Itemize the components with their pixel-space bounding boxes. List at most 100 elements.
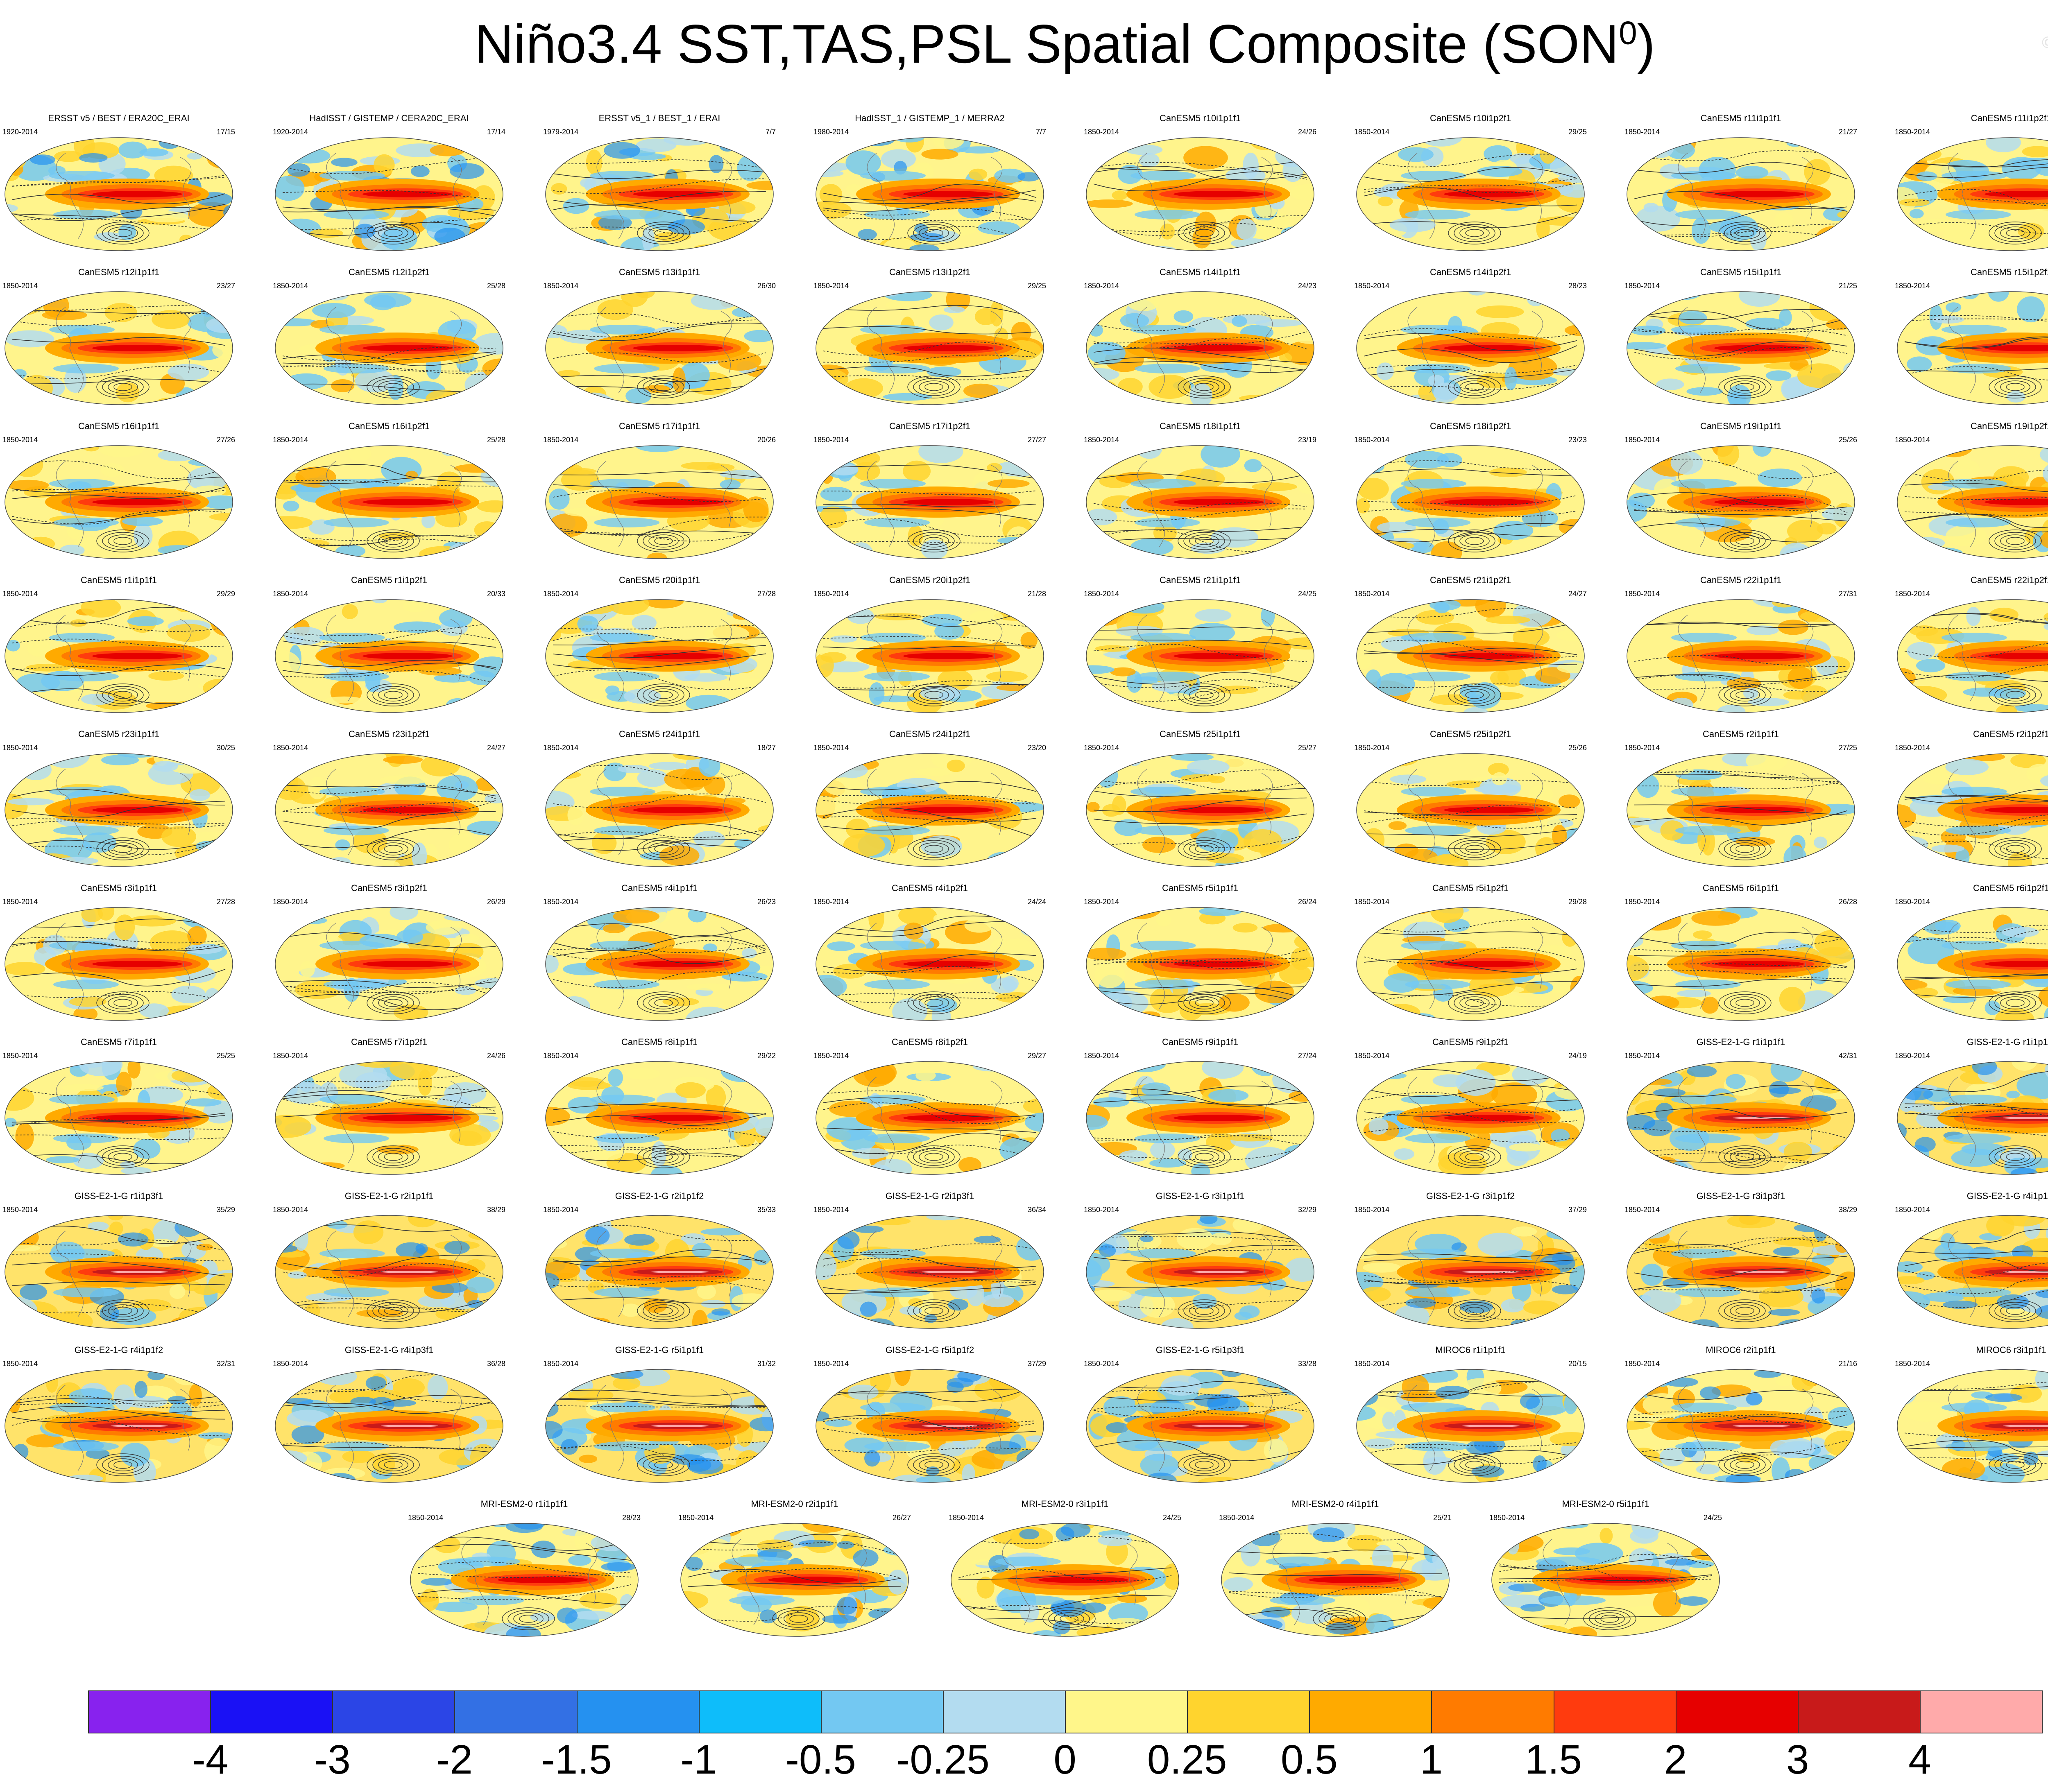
map-panel: CanESM5 r15i1p1f1 1850-2014 21/25 [1622,267,1860,410]
panel-count: 31/32 [757,1360,776,1368]
panel-title: CanESM5 r9i1p2f1 [1432,1037,1509,1047]
map-panel: CanESM5 r7i1p2f1 1850-2014 24/26 [270,1037,508,1180]
colorbar-tick-label: 0.5 [1280,1737,1338,1783]
panel-count: 7/7 [1035,128,1046,136]
panel-count: 23/23 [1568,436,1587,444]
panel-years: 1850-2014 [1624,1052,1660,1060]
panel-count: 27/26 [216,436,235,444]
panel-title: CanESM5 r19i1p2f1 [1970,421,2048,431]
panel-count: 27/31 [1838,590,1857,598]
panel-count: 29/29 [216,590,235,598]
panel-count: 25/26 [1568,744,1587,752]
map-panel: CanESM5 r10i1p2f1 1850-2014 29/25 [1352,113,1589,256]
panel-years: 1850-2014 [1624,590,1660,598]
map-plot [545,753,774,867]
colorbar-box [1919,1690,2043,1733]
map-plot [1627,137,1855,251]
panel-years: 1850-2014 [813,1206,849,1214]
map-plot [1627,445,1855,559]
colorbar-tick-label: 0.25 [1147,1737,1227,1783]
panel-count: 25/26 [1838,436,1857,444]
panel-years: 1850-2014 [273,1360,308,1368]
map-plot [5,753,233,867]
panel-years: 1850-2014 [1354,898,1390,906]
map-panel: CanESM5 r23i1p1f1 1850-2014 30/25 [0,729,238,872]
panel-years: 1850-2014 [949,1514,984,1522]
map-panel: HadISST / GISTEMP / CERA20C_ERAI 1920-201… [270,113,508,256]
map-plot [1627,599,1855,713]
map-panel: CanESM5 r13i1p1f1 1850-2014 26/30 [541,267,778,410]
panel-count: 30/25 [216,744,235,752]
panel-count: 26/29 [487,898,505,906]
colorbar-tick-label: 1.5 [1525,1737,1582,1783]
panel-count: 27/25 [1838,744,1857,752]
panel-title: CanESM5 r15i1p2f1 [1970,267,2048,277]
panel-title: CanESM5 r7i1p1f1 [81,1037,157,1047]
map-plot [816,1215,1044,1329]
map-panel: GISS-E2-1-G r2i1p1f1 1850-2014 38/29 [270,1191,508,1334]
panel-count: 26/23 [757,898,776,906]
map-plot [1086,1061,1314,1175]
map-panel: MRI-ESM2-0 r4i1p1f1 1850-2014 25/21 [1217,1499,1454,1642]
map-panel: CanESM5 r14i1p2f1 1850-2014 28/23 [1352,267,1589,410]
panel-title: CanESM5 r24i1p1f1 [618,729,700,739]
panel-title: CanESM5 r22i1p2f1 [1970,575,2048,585]
colorbar-box [454,1690,578,1733]
colorbar-tick-label: -1.5 [541,1737,612,1783]
panel-years: 1850-2014 [273,282,308,290]
map-plot [1627,907,1855,1021]
panel-title: HadISST / GISTEMP / CERA20C_ERAI [309,113,469,123]
map-panel: GISS-E2-1-G r4i1p3f1 1850-2014 36/28 [270,1345,508,1488]
panel-count: 24/26 [487,1052,505,1060]
map-plot [545,1369,774,1483]
panel-years: 1850-2014 [1084,744,1119,752]
panel-count: 32/31 [216,1360,235,1368]
map-plot [545,907,774,1021]
panel-count: 24/23 [1298,282,1316,290]
panel-years: 1850-2014 [1354,282,1390,290]
panel-count: 25/21 [1433,1514,1452,1522]
panel-count: 24/25 [1298,590,1316,598]
map-plot [1086,137,1314,251]
panel-years: 1850-2014 [543,282,579,290]
panel-years: 1850-2014 [1624,1360,1660,1368]
map-panel: GISS-E2-1-G r5i1p1f2 1850-2014 37/29 [811,1345,1049,1488]
map-plot [1627,291,1855,405]
panel-years: 1850-2014 [1895,744,1930,752]
panel-count: 24/26 [1298,128,1316,136]
panel-title: CanESM5 r22i1p1f1 [1700,575,1782,585]
map-plot [1627,753,1855,867]
colorbar-box [698,1690,822,1733]
map-plot [1897,1061,2048,1175]
panel-count: 17/15 [216,128,235,136]
panel-count: 24/25 [1703,1514,1722,1522]
panel-years: 1850-2014 [813,1360,849,1368]
panel-count: 37/29 [1568,1206,1587,1214]
map-panel: MRI-ESM2-0 r1i1p1f1 1850-2014 28/23 [406,1499,643,1642]
panel-count: 23/19 [1298,436,1316,444]
map-plot [816,445,1044,559]
map-panel: MRI-ESM2-0 r2i1p1f1 1850-2014 26/27 [676,1499,913,1642]
map-plot [816,753,1044,867]
panel-years: 1850-2014 [1895,436,1930,444]
map-plot [410,1523,639,1637]
panel-title: CanESM5 r24i1p2f1 [889,729,971,739]
map-panel: GISS-E2-1-G r3i1p1f1 1850-2014 32/29 [1081,1191,1319,1334]
map-plot [1086,291,1314,405]
map-plot [545,1215,774,1329]
map-panel: HadISST_1 / GISTEMP_1 / MERRA2 1980-2014 7… [811,113,1049,256]
map-plot [951,1523,1179,1637]
map-panel: GISS-E2-1-G r2i1p1f2 1850-2014 35/33 [541,1191,778,1334]
panel-title: CanESM5 r25i1p1f1 [1159,729,1241,739]
colorbar-box [332,1690,455,1733]
panel-title: CanESM5 r23i1p2f1 [348,729,430,739]
map-panel: CanESM5 r10i1p1f1 1850-2014 24/26 [1081,113,1319,256]
panel-count: 36/34 [1027,1206,1046,1214]
panel-title: CanESM5 r20i1p2f1 [889,575,971,585]
panel-title: CanESM5 r17i1p1f1 [618,421,700,431]
panel-years: 1850-2014 [1084,1206,1119,1214]
colorbar-tick-label: 4 [1908,1737,1931,1783]
map-plot [1356,137,1585,251]
panel-count: 24/25 [1162,1514,1181,1522]
map-plot [816,599,1044,713]
